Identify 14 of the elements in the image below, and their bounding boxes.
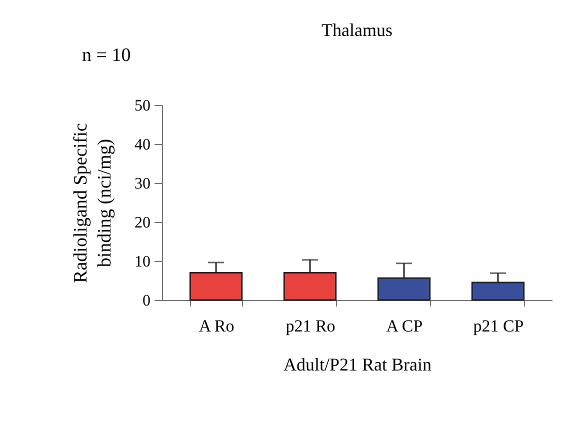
x-tick-label: p21 CP [473, 316, 524, 336]
y-tick-label: 50 [134, 98, 150, 114]
y-tick-label: 40 [134, 136, 150, 154]
y-tick-label: 0 [142, 292, 150, 310]
y-tick-label: 10 [134, 254, 150, 270]
x-tick-label: A Ro [198, 316, 234, 336]
x-tick-label: A CP [386, 316, 423, 336]
y-tick-label: 20 [134, 214, 150, 232]
y-tick-label: 30 [134, 176, 150, 192]
x-tick-label: p21 Ro [286, 316, 336, 336]
chart-title: Thalamus [322, 20, 392, 40]
y-axis-title: Radioligand Specific binding (nci/mg) [70, 123, 116, 283]
text: n = 10 [82, 45, 131, 66]
x-axis-title: Adult/P21 Rat Brain [284, 354, 432, 374]
